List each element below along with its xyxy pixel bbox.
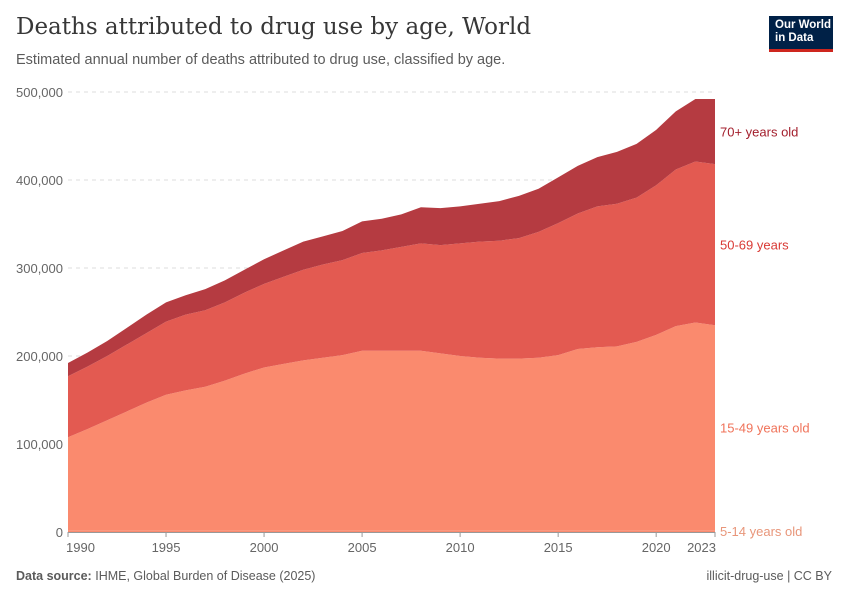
y-tick-label: 400,000 — [16, 173, 63, 188]
x-tick-label: 1990 — [66, 540, 95, 555]
series-label: 70+ years old — [720, 125, 798, 140]
series-label: 5-14 years old — [720, 524, 802, 539]
owid-logo[interactable]: Our World in Data — [769, 16, 833, 52]
chart-title: Deaths attributed to drug use by age, Wo… — [16, 14, 532, 40]
x-tick-label: 2000 — [250, 540, 279, 555]
y-tick-label: 500,000 — [16, 85, 63, 100]
y-tick-label: 0 — [56, 525, 63, 540]
data-source: Data source: IHME, Global Burden of Dise… — [16, 569, 315, 583]
y-tick-label: 300,000 — [16, 261, 63, 276]
x-tick-label: 1995 — [152, 540, 181, 555]
x-tick-label: 2020 — [642, 540, 671, 555]
area-5-14-years-old — [68, 530, 715, 532]
series-label: 15-49 years old — [720, 421, 810, 436]
area-70-years-old — [68, 99, 715, 377]
series-label: 50-69 years — [720, 238, 789, 253]
y-tick-label: 200,000 — [16, 349, 63, 364]
x-tick-label: 2015 — [544, 540, 573, 555]
data-source-text[interactable]: IHME, Global Burden of Disease (2025) — [95, 569, 316, 583]
data-source-label: Data source: — [16, 569, 92, 583]
area-15-49-years-old — [68, 322, 715, 531]
y-tick-label: 100,000 — [16, 437, 63, 452]
license-text[interactable]: illicit-drug-use | CC BY — [706, 569, 832, 583]
area-50-69-years — [68, 161, 715, 438]
chart-subtitle: Estimated annual number of deaths attrib… — [16, 52, 506, 68]
x-tick-label: 2010 — [446, 540, 475, 555]
x-tick-label: 2005 — [348, 540, 377, 555]
x-tick-label: 2023 — [687, 540, 716, 555]
